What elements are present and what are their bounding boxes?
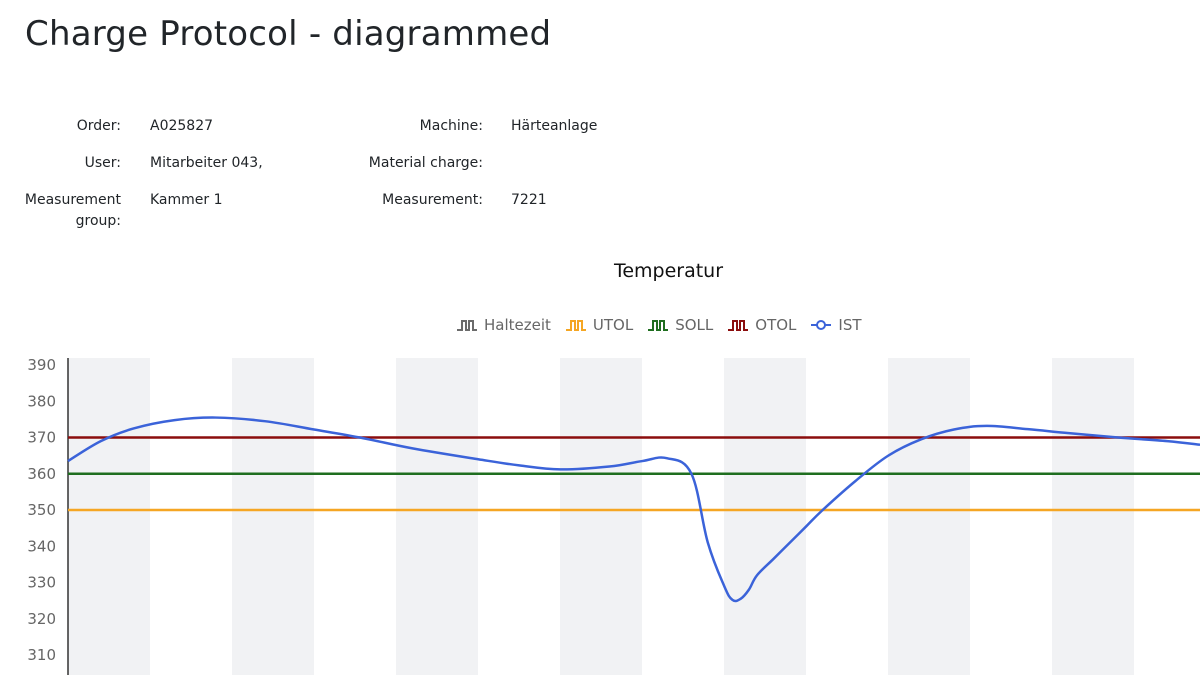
grid-band [724,358,806,675]
step-line-icon [565,318,587,332]
info-row-order: Order: A025827 Machine: Härteanlage [0,116,1200,158]
y-tick-label: 360 [27,465,56,483]
measurement-group-value: Kammer 1 [150,192,223,208]
grid-band [560,358,642,675]
legend-label-haltezeit: Haltezeit [484,316,551,334]
legend-label-soll: SOLL [675,316,714,334]
machine-label: Machine: [419,118,483,134]
y-tick-label: 310 [27,646,56,664]
temperature-chart: 390 380 370 360 350 340 330 320 310 [27,356,1200,675]
legend-item-otol[interactable]: OTOL [727,316,796,334]
legend-item-ist[interactable]: IST [810,316,862,334]
step-line-icon [647,318,669,332]
measurement-label: Measurement: [382,192,483,208]
machine-value: Härteanlage [511,118,598,134]
chart-legend: Haltezeit UTOL SOLL OTOL IST [456,316,862,334]
y-tick-label: 340 [27,537,56,555]
measurement-group-label-line1: Measurement [24,192,121,208]
user-value: Mitarbeiter 043, [150,155,263,171]
y-tick-label: 380 [27,392,56,410]
grid-band [396,358,478,675]
grid-band [232,358,314,675]
info-row-user: User: Mitarbeiter 043, Material charge: [0,153,1200,195]
legend-item-haltezeit[interactable]: Haltezeit [456,316,551,334]
info-row-measurement: Measurement group: Kammer 1 Measurement:… [0,190,1200,232]
measurement-group-label-line2: group: [75,213,121,229]
measurement-group-label: Measurement group: [0,190,121,232]
chart-title: Temperatur [613,260,724,282]
legend-label-ist: IST [838,316,862,334]
material-charge-label: Material charge: [368,155,483,171]
order-label: Order: [76,118,121,134]
line-circle-icon [810,318,832,332]
legend-item-utol[interactable]: UTOL [565,316,633,334]
order-value: A025827 [150,118,214,134]
legend-label-otol: OTOL [755,316,797,334]
page-title: Charge Protocol - diagrammed [25,14,552,54]
grid-band [1052,358,1134,675]
y-tick-label: 330 [27,574,56,592]
step-line-icon [727,318,749,332]
grid-band [68,358,150,675]
y-tick-label: 350 [27,501,56,519]
step-line-icon [456,318,478,332]
y-tick-label: 390 [27,356,56,374]
legend-label-utol: UTOL [592,316,634,334]
user-label: User: [84,155,121,171]
y-tick-label: 320 [27,610,56,628]
grid-band [888,358,970,675]
y-tick-label: 370 [27,429,56,447]
series-line-ist [67,416,1200,603]
measurement-value: 7221 [511,192,547,208]
legend-item-soll[interactable]: SOLL [647,316,713,334]
